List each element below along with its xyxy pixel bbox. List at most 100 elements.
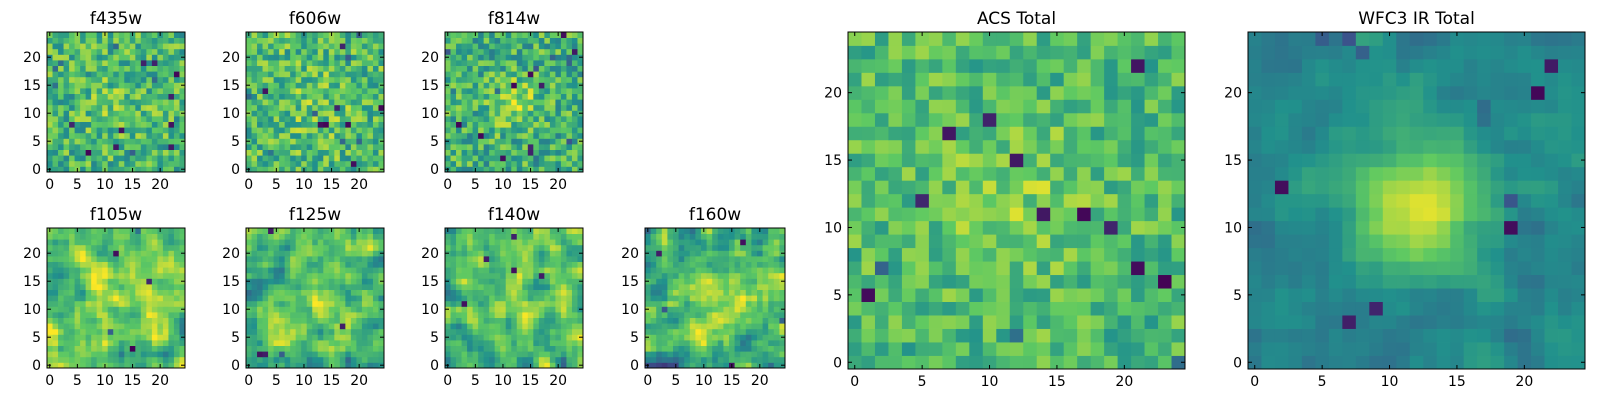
heatmap-cell: [684, 278, 691, 285]
heatmap-cell: [356, 328, 363, 335]
heatmap-cell: [549, 272, 556, 279]
heatmap-cell: [251, 289, 258, 296]
heatmap-cell: [729, 289, 735, 296]
heatmap-cell: [701, 317, 707, 324]
heatmap-cell: [1117, 261, 1132, 276]
heatmap-cell: [478, 233, 485, 240]
heatmap-cell: [284, 228, 291, 234]
heatmap-cell: [684, 306, 691, 313]
heatmap-cell: [135, 76, 142, 83]
heatmap-cell: [706, 300, 713, 307]
heatmap-cell: [356, 71, 363, 78]
heatmap-cell: [290, 132, 297, 139]
heatmap-cell: [102, 267, 109, 274]
y-tick-label: 15: [222, 78, 240, 94]
heatmap-cell: [290, 284, 297, 290]
heatmap-cell: [456, 351, 462, 358]
heatmap-cell: [146, 328, 153, 335]
heatmap-cell: [102, 104, 109, 111]
heatmap-cell: [367, 328, 374, 335]
heatmap-cell: [996, 315, 1011, 329]
heatmap-cell: [372, 166, 379, 173]
heatmap-cell: [723, 284, 730, 290]
heatmap-cell: [312, 261, 319, 268]
heatmap-cell: [91, 323, 98, 330]
heatmap-cell: [306, 144, 313, 150]
heatmap-cell: [533, 289, 540, 296]
heatmap-cell: [317, 300, 324, 307]
heatmap-cell: [684, 261, 691, 268]
heatmap-cell: [295, 289, 302, 296]
heatmap-cell: [982, 220, 997, 235]
heatmap-cell: [135, 233, 142, 240]
heatmap-cell: [63, 121, 70, 128]
x-tick-label: 0: [244, 373, 253, 389]
heatmap-cell: [874, 166, 889, 181]
heatmap-cell: [290, 110, 297, 117]
heatmap-cell: [179, 351, 186, 358]
heatmap-cell: [345, 37, 352, 44]
heatmap-cell: [69, 127, 75, 134]
heatmap-cell: [295, 104, 302, 111]
heatmap-cell: [246, 76, 252, 83]
heatmap-cell: [323, 351, 330, 358]
heatmap-cell: [768, 267, 775, 274]
heatmap-cell: [63, 65, 70, 72]
heatmap-cell: [52, 261, 59, 268]
heatmap-cell: [63, 328, 70, 335]
heatmap-cell: [684, 345, 691, 352]
heatmap-cell: [74, 138, 81, 145]
heatmap-cell: [544, 166, 551, 173]
heatmap-cell: [102, 289, 109, 296]
heatmap-cell: [91, 71, 98, 78]
heatmap-cell: [1009, 180, 1024, 195]
heatmap-cell: [279, 138, 286, 145]
heatmap-cell: [511, 239, 518, 246]
heatmap-cell: [467, 256, 473, 262]
heatmap-cell: [1131, 247, 1145, 262]
heatmap-cell: [173, 48, 180, 55]
heatmap-cell: [661, 306, 668, 313]
heatmap-cell: [301, 88, 308, 94]
heatmap-cell: [500, 289, 507, 296]
heatmap-cell: [74, 149, 81, 156]
heatmap-cell: [712, 284, 719, 290]
heatmap-cell: [146, 82, 153, 89]
heatmap-cell: [58, 104, 64, 111]
heatmap-cell: [268, 144, 274, 150]
heatmap-cell: [757, 323, 763, 330]
heatmap-cell: [734, 345, 741, 352]
heatmap-cell: [107, 256, 114, 262]
heatmap-cell: [107, 144, 114, 150]
heatmap-cell: [284, 88, 291, 94]
heatmap-cell: [689, 228, 696, 234]
heatmap-cell: [549, 88, 556, 94]
heatmap-cell: [157, 267, 164, 274]
heatmap-cell: [290, 300, 297, 307]
heatmap-cell: [494, 93, 501, 100]
heatmap-cell: [684, 323, 691, 330]
heatmap-cell: [306, 76, 313, 83]
heatmap-cell: [251, 48, 258, 55]
heatmap-cell: [522, 267, 529, 274]
heatmap-cell: [505, 306, 512, 313]
heatmap-cell: [522, 127, 529, 134]
heatmap-cell: [500, 284, 507, 290]
heatmap-cell: [544, 317, 551, 324]
heatmap-cell: [306, 323, 313, 330]
heatmap-cell: [284, 127, 291, 134]
heatmap-cell: [102, 261, 109, 268]
heatmap-cell: [779, 289, 786, 296]
heatmap-cell: [113, 328, 120, 335]
heatmap-cell: [107, 54, 114, 61]
heatmap-cell: [555, 121, 562, 128]
heatmap-cell: [378, 43, 385, 50]
heatmap-cell: [560, 149, 567, 156]
heatmap-cell: [151, 239, 158, 246]
heatmap-cell: [129, 306, 136, 313]
heatmap-cell: [511, 267, 518, 274]
heatmap-cell: [251, 306, 258, 313]
heatmap-cell: [560, 312, 567, 318]
heatmap-cell: [500, 351, 507, 358]
heatmap-cell: [47, 340, 53, 346]
